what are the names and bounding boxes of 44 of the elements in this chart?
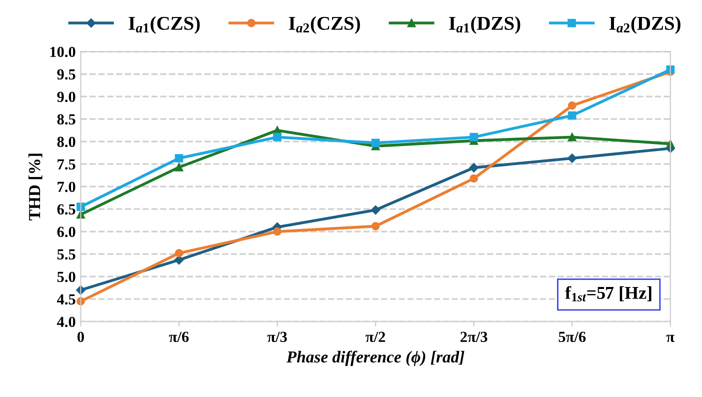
y-tick-label: 4.0: [56, 316, 76, 328]
y-axis-title: THD [%]: [28, 154, 42, 220]
y-tick-label: 5.5: [57, 249, 76, 260]
y-tick-label: 5.0: [57, 272, 76, 282]
annotation: f$_{1st}$=57 [Hz]: [565, 286, 652, 302]
legend-label: I$_{a2}$(DZS): [609, 16, 680, 34]
point: [470, 132, 478, 142]
legend-label: I$_{a1}$(CZS): [128, 16, 200, 34]
point: [174, 154, 184, 162]
point: [568, 154, 577, 163]
point: [469, 163, 478, 172]
y-tick-label: 6.0: [57, 226, 76, 238]
x-axis-title: Phase difference (ϕ) [rad]: [286, 350, 464, 366]
x-tick-label: π/6: [169, 332, 189, 342]
point: [568, 132, 576, 142]
point: [370, 205, 380, 215]
y-tick-label: 4.5: [56, 294, 76, 305]
point: [371, 138, 380, 148]
x-tick-label: 0: [77, 332, 84, 342]
point: [371, 222, 380, 230]
y-tick-label: 9.0: [57, 92, 76, 102]
x-tick-label: π: [666, 334, 674, 342]
point: [568, 101, 576, 110]
point: [174, 163, 184, 172]
x-tick-label: π/2: [366, 332, 386, 342]
legend-label: I$_{a2}$(CZS): [288, 16, 360, 34]
x-tick-label: π/3: [267, 332, 287, 342]
y-tick-label: 9.5: [57, 69, 76, 80]
point: [568, 111, 576, 120]
y-tick-label: 7.5: [58, 159, 76, 170]
y-tick-label: 10.0: [50, 46, 76, 58]
point: [666, 65, 675, 74]
y-tick-label: 7.0: [58, 182, 76, 192]
x-tick-label: 2π/3: [460, 332, 488, 342]
point: [174, 255, 184, 265]
y-tick-label: 8.5: [57, 114, 76, 125]
y-tick-label: 6.5: [57, 204, 76, 215]
point: [174, 249, 184, 258]
legend-label: I$_{a1}$(DZS): [449, 16, 520, 34]
point: [470, 174, 478, 183]
x-tick-label: 5π/6: [558, 332, 586, 342]
y-tick-label: 8.0: [57, 136, 76, 148]
point: [273, 132, 282, 142]
point: [273, 227, 282, 236]
